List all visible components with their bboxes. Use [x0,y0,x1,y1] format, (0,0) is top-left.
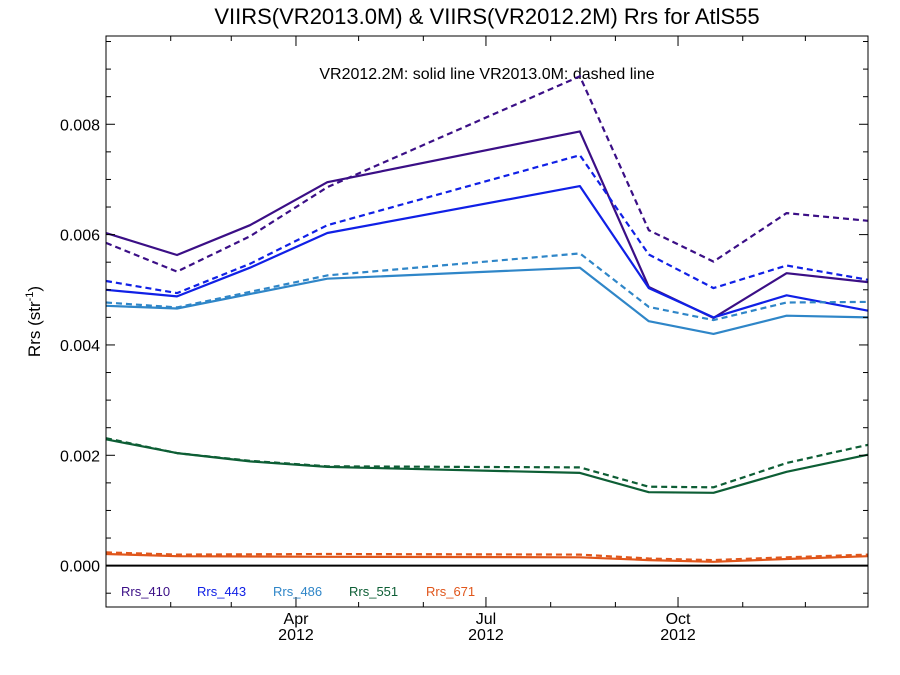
y-tick-label: 0.004 [60,338,100,355]
x-tick-label-month: Jul [476,611,496,628]
chart-title: VIIRS(VR2013.0M) & VIIRS(VR2012.2M) Rrs … [214,4,759,29]
series-rrs-443-dashed [105,154,869,295]
series-rrs-486-solid [105,266,869,335]
y-axis-label-close: ) [25,286,44,292]
plot-frame [105,35,869,608]
series-rrs-551-dashed [105,437,869,489]
series-rrs-410-solid [105,130,869,319]
series-rrs-671-solid [105,552,869,563]
x-tick-label-month: Oct [666,611,691,628]
legend-entry-rrs-486: Rrs_486 [273,584,322,599]
series-rrs-486-dashed [105,252,869,322]
x-tick-label-year: 2012 [278,627,314,644]
x-tick-label-year: 2012 [660,627,696,644]
series-rrs-443-solid [105,185,869,319]
x-tick-label-month: Apr [284,611,310,628]
x-tick-label-year: 2012 [468,627,504,644]
y-tick-label: 0.008 [60,117,100,134]
plot-area [105,75,869,567]
y-tick-label: 0.002 [60,448,100,465]
legend-entry-rrs-443: Rrs_443 [197,584,246,599]
line-style-note: VR2012.2M: solid line VR2013.0M: dashed … [319,66,654,83]
legend-entry-rrs-671: Rrs_671 [426,584,475,599]
legend: Rrs_410 Rrs_443 Rrs_486 Rrs_551 Rrs_671 [121,584,475,599]
legend-entry-rrs-551: Rrs_551 [349,584,398,599]
y-axis-label: Rrs (str-1) [24,286,44,357]
y-axis-label-base: Rrs (str [25,301,44,357]
legend-entry-rrs-410: Rrs_410 [121,584,170,599]
y-tick-label: 0.006 [60,228,100,245]
series-rrs-410-dashed [105,75,869,273]
y-tick-label: 0.000 [60,559,100,576]
y-axis-label-superscript: -1 [24,292,36,302]
series-rrs-551-solid [105,438,869,494]
axes: 0.0000.0020.0040.0060.008Apr2012Jul2012O… [60,35,869,644]
